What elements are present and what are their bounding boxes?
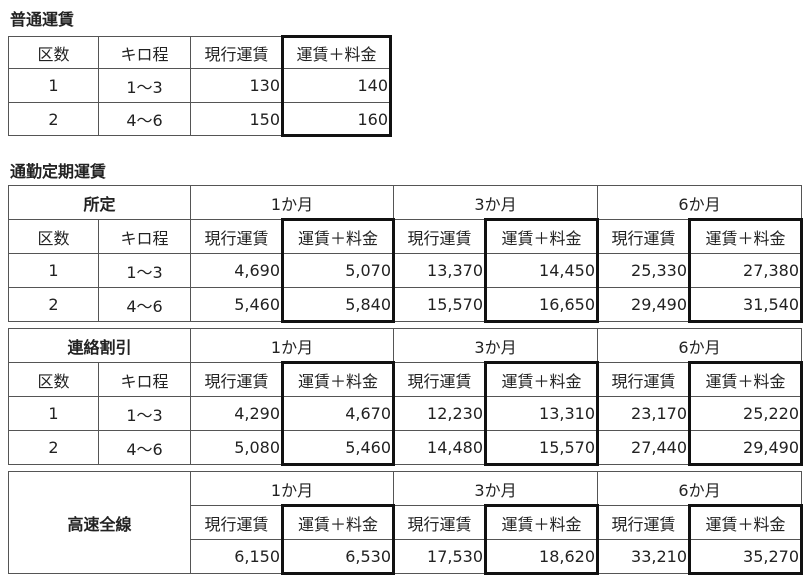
table-cell: 130 [190, 68, 283, 103]
period-cell: 1か月 [190, 471, 394, 506]
header-cell: 現行運賃 [597, 362, 690, 397]
table-cell: 18,620 [485, 539, 598, 574]
table-cell: 27,440 [597, 430, 690, 465]
table-cell: 17,530 [393, 539, 486, 574]
table-cell: 6,530 [282, 539, 394, 574]
header-cell: 運賃＋料金 [485, 219, 598, 254]
header-cell: 現行運賃 [190, 505, 283, 540]
header-cell: 運賃＋料金 [689, 362, 802, 397]
table-cell: 1〜3 [98, 253, 191, 288]
table-cell: 14,450 [485, 253, 598, 288]
header-cell: 現行運賃 [597, 505, 690, 540]
period-cell: 6か月 [597, 185, 802, 220]
table-cell: 2 [8, 102, 99, 136]
table-cell: 13,310 [485, 396, 598, 431]
header-cell: 運賃＋料金 [282, 505, 394, 540]
table-cell: 150 [190, 102, 283, 136]
table-cell: 16,650 [485, 287, 598, 322]
table-cell: 23,170 [597, 396, 690, 431]
table-cell: 4,290 [190, 396, 283, 431]
table-cell: 2 [8, 287, 99, 322]
table-cell: 2 [8, 430, 99, 465]
table-cell: 5,070 [282, 253, 394, 288]
header-cell: 現行運賃 [393, 219, 486, 254]
header-cell: 運賃＋料金 [485, 362, 598, 397]
table-cell: 5,460 [190, 287, 283, 322]
period-cell: 1か月 [190, 328, 394, 363]
header-cell: キロ程 [98, 36, 191, 69]
period-cell: 6か月 [597, 328, 802, 363]
section-label: 連絡割引 [8, 328, 191, 363]
period-cell: 3か月 [393, 328, 598, 363]
table-cell: 4〜6 [98, 430, 191, 465]
table-cell: 6,150 [190, 539, 283, 574]
table-cell: 13,370 [393, 253, 486, 288]
period-cell: 1か月 [190, 185, 394, 220]
header-cell: 区数 [8, 219, 99, 254]
header-cell: 現行運賃 [393, 505, 486, 540]
header-cell: 運賃＋料金 [282, 362, 394, 397]
header-cell: 現行運賃 [393, 362, 486, 397]
header-cell: 現行運賃 [190, 362, 283, 397]
table-cell: 5,840 [282, 287, 394, 322]
period-cell: 3か月 [393, 471, 598, 506]
period-cell: 6か月 [597, 471, 802, 506]
table-cell: 4,670 [282, 396, 394, 431]
table-cell: 1 [8, 253, 99, 288]
header-cell: 区数 [8, 362, 99, 397]
header-cell: 運賃＋料金 [689, 219, 802, 254]
table-cell: 4〜6 [98, 287, 191, 322]
header-cell: キロ程 [98, 219, 191, 254]
table-cell: 4,690 [190, 253, 283, 288]
table-cell: 15,570 [393, 287, 486, 322]
header-cell: 現行運賃 [597, 219, 690, 254]
header-cell: 運賃＋料金 [282, 36, 391, 69]
table-cell: 35,270 [689, 539, 802, 574]
table-cell: 25,330 [597, 253, 690, 288]
table-cell: 15,570 [485, 430, 598, 465]
table-cell: 12,230 [393, 396, 486, 431]
period-cell: 3か月 [393, 185, 598, 220]
section-label: 所定 [8, 185, 191, 220]
section-label: 高速全線 [8, 471, 191, 574]
header-cell: 運賃＋料金 [689, 505, 802, 540]
table-cell: 31,540 [689, 287, 802, 322]
table-cell: 1 [8, 396, 99, 431]
table-cell: 1〜3 [98, 68, 191, 103]
header-cell: 現行運賃 [190, 36, 283, 69]
table-cell: 4〜6 [98, 102, 191, 136]
header-cell: 運賃＋料金 [282, 219, 394, 254]
table-cell: 29,490 [689, 430, 802, 465]
table-cell: 25,220 [689, 396, 802, 431]
section-title: 通勤定期運賃 [10, 162, 107, 181]
header-cell: 区数 [8, 36, 99, 69]
table-cell: 140 [282, 68, 391, 103]
table-cell: 5,460 [282, 430, 394, 465]
table-cell: 1 [8, 68, 99, 103]
table-cell: 160 [282, 102, 391, 136]
table-cell: 5,080 [190, 430, 283, 465]
table-cell: 29,490 [597, 287, 690, 322]
table-cell: 33,210 [597, 539, 690, 574]
table-cell: 1〜3 [98, 396, 191, 431]
header-cell: 運賃＋料金 [485, 505, 598, 540]
header-cell: 現行運賃 [190, 219, 283, 254]
header-cell: キロ程 [98, 362, 191, 397]
table-cell: 14,480 [393, 430, 486, 465]
table-cell: 27,380 [689, 253, 802, 288]
section-title: 普通運賃 [10, 10, 75, 29]
